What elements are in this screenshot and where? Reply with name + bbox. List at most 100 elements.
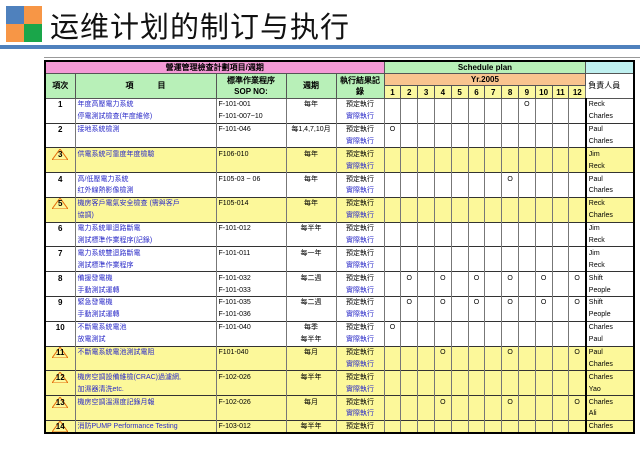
- month-cell: [534, 345, 553, 359]
- month-cell: [551, 395, 569, 409]
- item-number: 6: [44, 221, 75, 235]
- month-cell: O: [400, 296, 418, 309]
- result-status: 實際執行: [335, 408, 385, 421]
- item-name: 不斷電系統電池: [74, 320, 216, 334]
- table-row: 5 機房客戶電氣安全檢查 (需與客戶 F105-014 每年 預定執行 Reck: [44, 196, 634, 210]
- month-cell: O: [501, 296, 519, 309]
- table-row: 手動測試運轉 F-101-033 實際執行 People: [44, 284, 634, 297]
- owner: Jim: [584, 221, 634, 235]
- month-cell: [501, 135, 519, 148]
- month-cell: [517, 209, 536, 223]
- month-cell: [551, 196, 569, 210]
- month-cell: [517, 110, 536, 124]
- month-cell: [501, 383, 519, 396]
- month-cell: [383, 395, 401, 409]
- month-cell: [433, 122, 452, 136]
- month-cell: [568, 196, 586, 210]
- item-name: 消防PUMP Performance Testing: [74, 419, 216, 433]
- item-number: [44, 234, 75, 247]
- month-cell: [517, 333, 536, 347]
- item-name: 手動測試運轉: [74, 284, 216, 297]
- sop-number: F101-040: [215, 345, 286, 359]
- table-row: 加濕器清洗etc. 實際執行 Yao: [44, 383, 634, 396]
- month-cell: [467, 185, 485, 198]
- month-cell: [467, 408, 485, 421]
- item-number: [44, 284, 75, 297]
- month-cell: [400, 110, 418, 124]
- owner: Reck: [584, 160, 634, 173]
- month-cell: [484, 308, 502, 322]
- logo-icon: [6, 6, 42, 42]
- sop-number: F-101-001: [215, 97, 286, 111]
- month-cell: [568, 221, 586, 235]
- month-cell: [400, 209, 418, 223]
- month-cell: [484, 196, 502, 210]
- month-cell: [568, 246, 586, 260]
- month-cell: [467, 110, 485, 124]
- sop-number: [215, 209, 286, 223]
- item-name: 電力系統單迴路斷電: [74, 221, 216, 235]
- month-cell: [450, 97, 469, 111]
- owner: Reck: [584, 97, 634, 111]
- month-cell: [450, 308, 469, 322]
- owner: Ali: [584, 408, 634, 421]
- item-name: 供電系統可靠度年度檢驗: [74, 147, 216, 161]
- owner: Charles: [584, 419, 634, 433]
- month-cell: [417, 185, 435, 198]
- month-cell: [534, 284, 553, 297]
- item-name: [74, 358, 216, 371]
- month-cell: [400, 185, 418, 198]
- item-name: [74, 135, 216, 148]
- table-row: 11 不斷電系統電池測試電阻 F101-040 每月 預定執行 O O O Paul: [44, 345, 634, 359]
- table-row: 8 備援發電機 F-101-032 每二週 預定執行 O O O O O O Shift: [44, 271, 634, 285]
- table-row: 實際執行 Charles: [44, 135, 634, 148]
- month-cell: [501, 320, 519, 334]
- month-cell: [383, 147, 401, 161]
- month-cell: [568, 320, 586, 334]
- schedule-caption: Schedule plan: [383, 60, 587, 74]
- month-header: 9: [517, 85, 536, 99]
- cycle: [285, 358, 336, 371]
- month-cell: [517, 135, 536, 148]
- month-cell: [433, 419, 452, 433]
- result-status: 實際執行: [335, 209, 385, 223]
- sop-number: F-101-033: [215, 284, 286, 297]
- month-cell: [433, 160, 452, 173]
- month-cell: [383, 259, 401, 272]
- month-cell: O: [568, 345, 586, 359]
- month-cell: [517, 246, 536, 260]
- month-cell: [501, 259, 519, 272]
- month-cell: [517, 370, 536, 384]
- month-cell: [433, 308, 452, 322]
- month-cell: [417, 370, 435, 384]
- month-cell: [383, 234, 401, 247]
- month-cell: [383, 333, 401, 347]
- table-caption: 營運管理檢查計劃項目/週期: [44, 60, 385, 74]
- table-row: 3 供電系統可靠度年度檢驗 F106-010 每年 預定執行 Jim: [44, 147, 634, 161]
- month-cell: O: [534, 271, 553, 285]
- table-row: 1 年度高壓電力系統 F-101-001 每年 預定執行 O Reck: [44, 97, 634, 111]
- month-cell: [534, 185, 553, 198]
- month-cell: [467, 370, 485, 384]
- month-cell: [433, 147, 452, 161]
- month-cell: [568, 383, 586, 396]
- month-cell: [484, 383, 502, 396]
- table-row: 測試標準作業程序(記錄) 實際執行 Reck: [44, 234, 634, 247]
- month-cell: [417, 234, 435, 247]
- item-number: 8: [44, 271, 75, 285]
- month-cell: [484, 320, 502, 334]
- month-cell: [383, 110, 401, 124]
- table-row: 實際執行 Charles: [44, 358, 634, 371]
- month-cell: [568, 185, 586, 198]
- month-cell: O: [568, 395, 586, 409]
- month-cell: [484, 419, 502, 433]
- month-cell: [417, 172, 435, 186]
- item-name: 停電測試檢查(年度維修): [74, 110, 216, 124]
- item-name: 红外線熱影像檢測: [74, 185, 216, 198]
- month-cell: O: [501, 395, 519, 409]
- item-name: 接地系統檢測: [74, 122, 216, 136]
- sop-number: [215, 259, 286, 272]
- month-cell: [467, 135, 485, 148]
- result-status: 實際執行: [335, 234, 385, 247]
- month-cell: [433, 97, 452, 111]
